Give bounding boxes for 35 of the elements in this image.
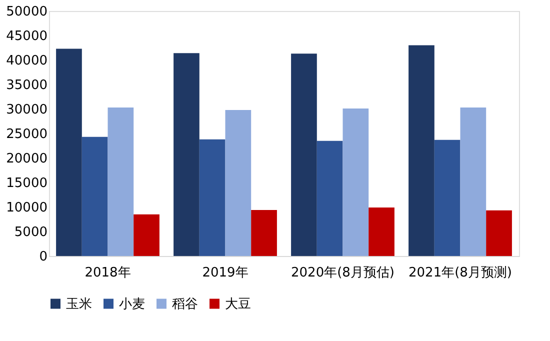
y-tick-label: 10000: [6, 200, 48, 216]
x-tick-label: 2019年: [202, 266, 248, 280]
bar: [225, 110, 252, 256]
y-tick-label: 25000: [6, 127, 48, 142]
bar: [199, 139, 226, 256]
bar: [434, 140, 460, 256]
bar: [174, 53, 200, 256]
y-tick-label: 35000: [6, 78, 48, 93]
y-tick-label: 15000: [6, 176, 48, 191]
bar: [486, 210, 512, 256]
bar: [316, 140, 343, 256]
y-tick-label: 50000: [6, 4, 48, 20]
legend-label: 稻谷: [172, 296, 198, 312]
bar: [291, 54, 317, 256]
bar: [251, 210, 277, 256]
y-tick-label: 40000: [6, 54, 48, 68]
y-tick-label: 0: [39, 250, 48, 264]
bar: [460, 108, 486, 256]
legend-label: 玉米: [66, 296, 92, 312]
y-tick-label: 20000: [6, 152, 48, 166]
bar: [408, 45, 434, 256]
y-tick-label: 5000: [14, 225, 48, 240]
bar: [134, 214, 160, 256]
x-tick-label: 2021年(8月预测): [408, 266, 512, 280]
bar: [82, 136, 108, 256]
bar: [368, 207, 394, 256]
bar: [56, 48, 82, 256]
bar: [108, 108, 134, 256]
y-tick-label: 45000: [6, 29, 48, 44]
x-tick-label: 2018年: [84, 266, 131, 280]
bar: [342, 108, 369, 256]
legend-label: 小麦: [119, 296, 145, 312]
legend-label: 大豆: [225, 296, 251, 312]
y-tick-label: 30000: [6, 102, 48, 118]
x-tick-label: 2020年(8月预估): [291, 266, 394, 280]
